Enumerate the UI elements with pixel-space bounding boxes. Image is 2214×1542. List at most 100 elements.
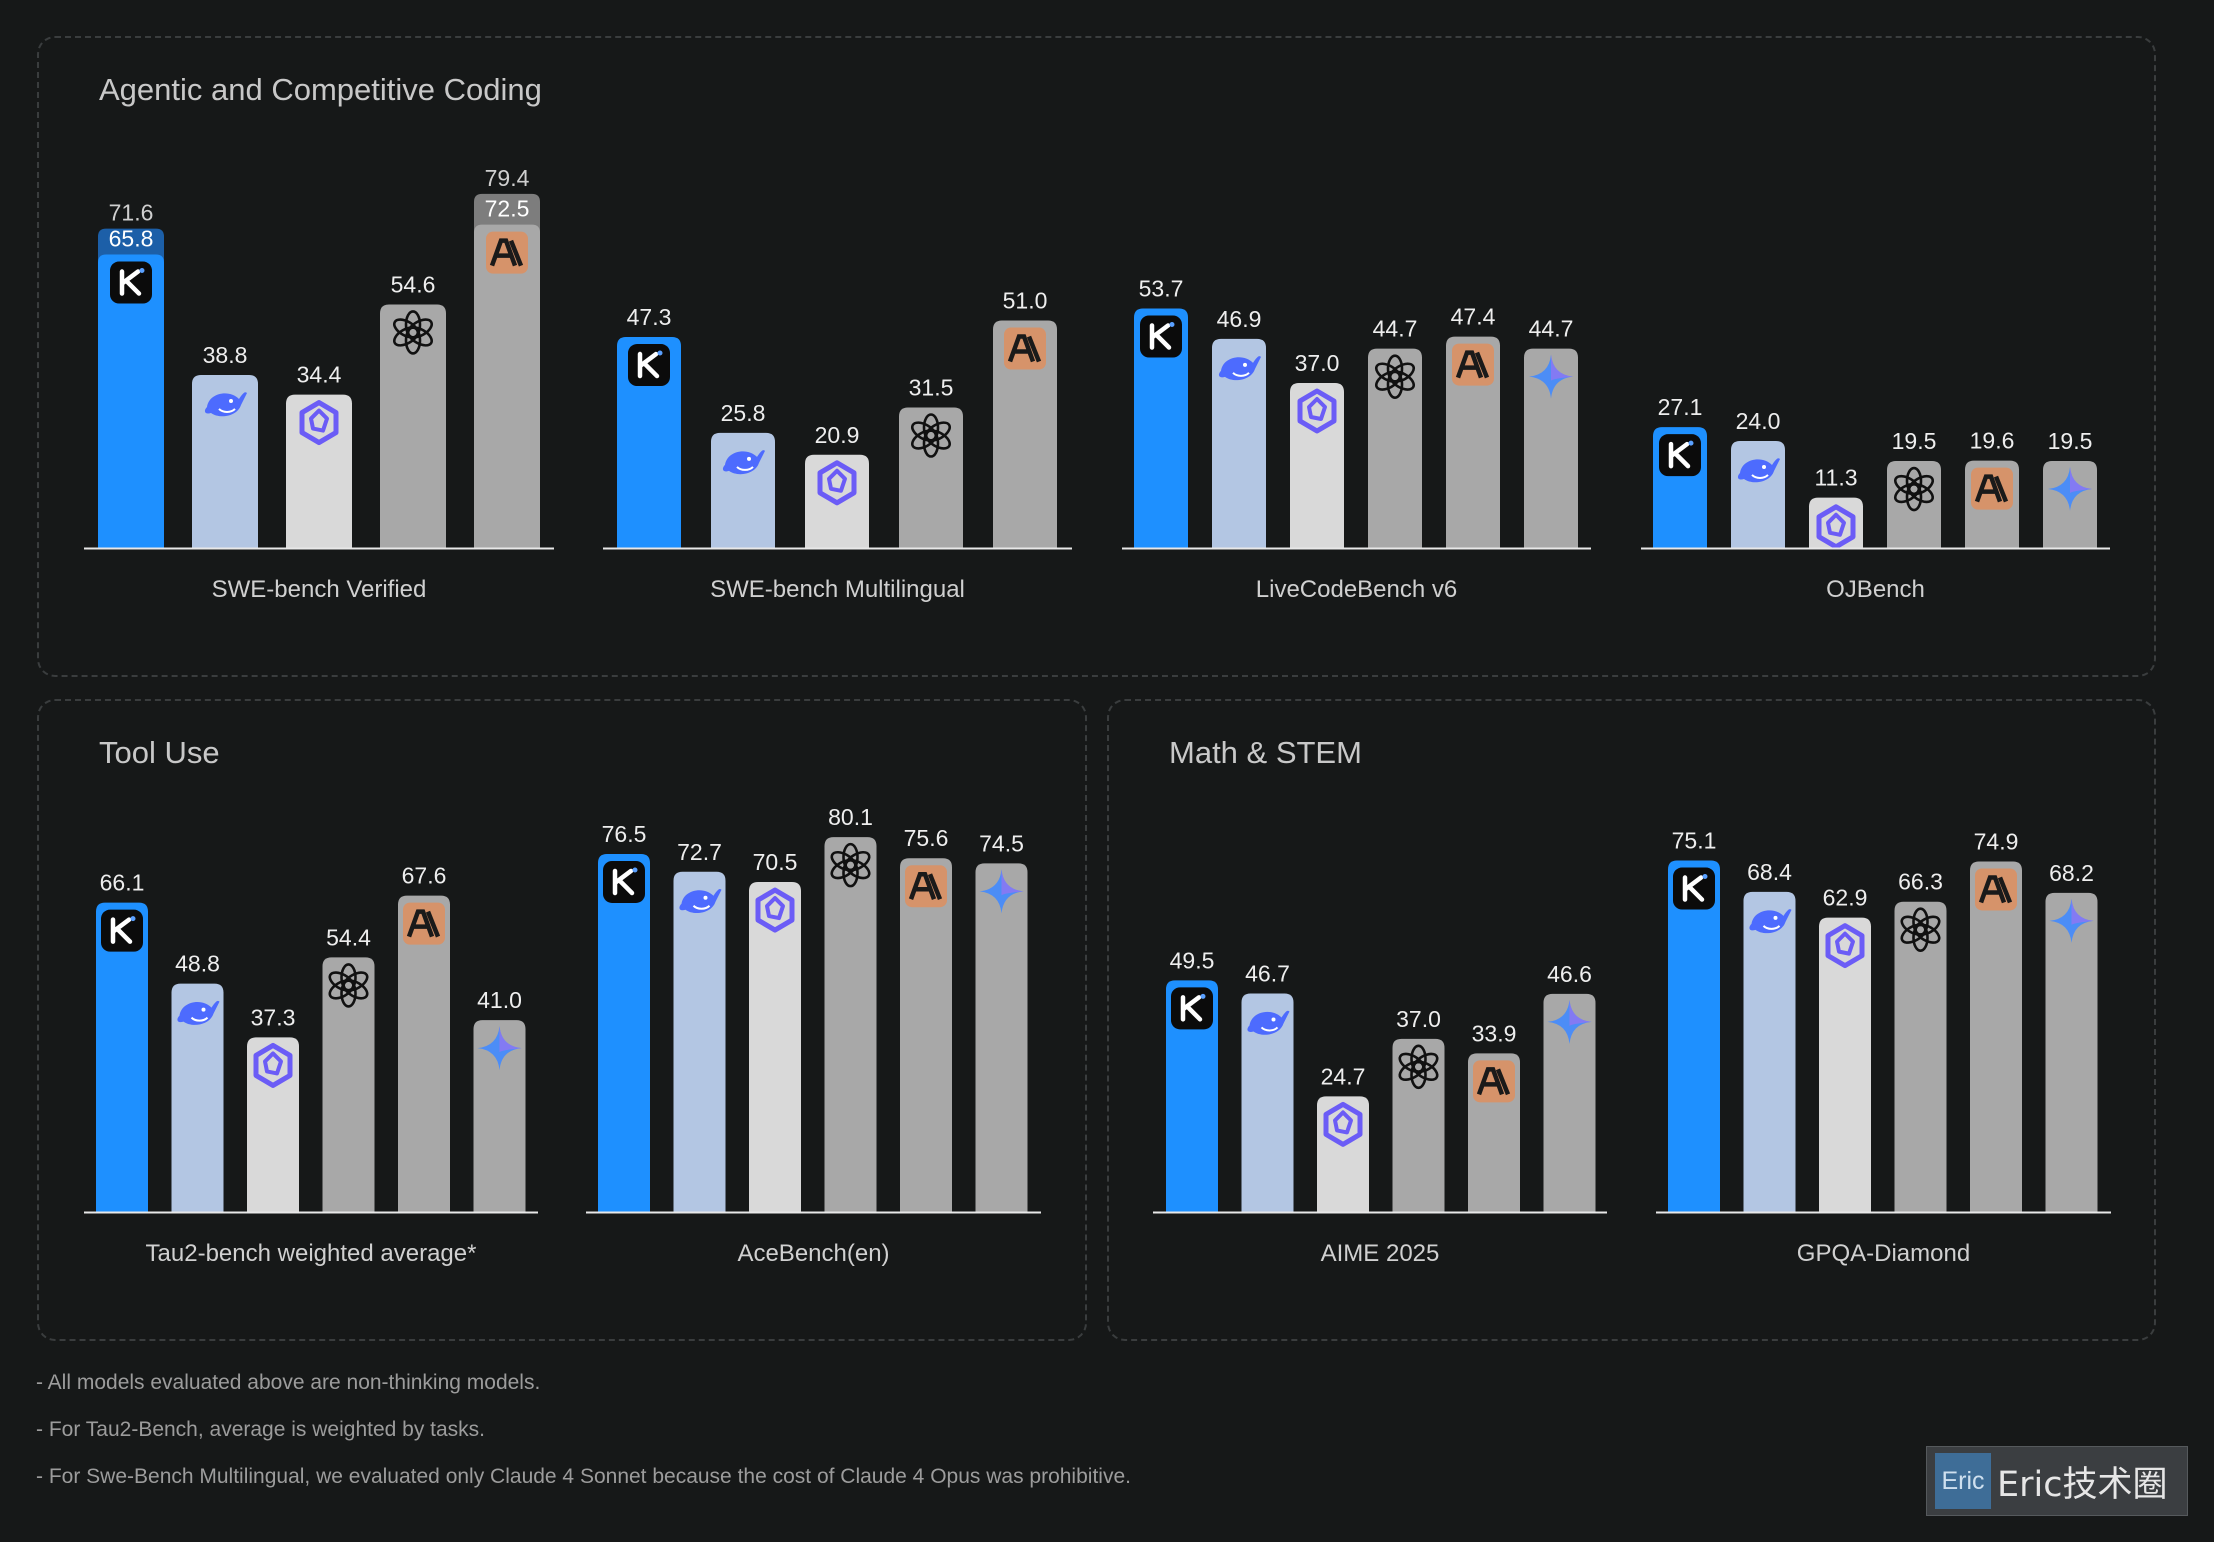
bar-deepseek: 24.0 — [1731, 408, 1785, 548]
bar-rect — [247, 1037, 299, 1212]
bar-qwen: 20.9 — [805, 422, 869, 548]
bar-openai: 31.5 — [899, 375, 963, 548]
qwen-icon — [299, 400, 339, 446]
anthropic-icon — [1975, 868, 2017, 911]
data-label: 31.5 — [909, 375, 954, 401]
qwen-icon — [253, 1042, 293, 1088]
bar-rect — [171, 983, 224, 1212]
anthropic-icon — [1452, 343, 1494, 386]
panel-title: Math & STEM — [1169, 735, 1362, 770]
data-label-stacked: 71.6 — [109, 200, 154, 226]
bar-anthropic: 33.9 — [1468, 1020, 1520, 1212]
data-label: 47.3 — [627, 304, 672, 330]
watermark-text: Eric技术圈 — [1997, 1464, 2168, 1505]
openai-icon — [1398, 1044, 1439, 1090]
data-label: 19.5 — [2048, 428, 2093, 454]
kimi-icon — [101, 909, 143, 952]
footnote-swe-multilingual: - For Swe-Bench Multilingual, we evaluat… — [36, 1465, 1131, 1488]
category-label: AIME 2025 — [1321, 1240, 1440, 1267]
data-label: 51.0 — [1003, 288, 1048, 314]
bar-rect — [617, 337, 681, 548]
bar-anthropic: 75.6 — [900, 825, 952, 1212]
bar-rect — [380, 304, 446, 548]
data-label: 24.7 — [1321, 1063, 1366, 1089]
data-label: 41.0 — [477, 987, 522, 1013]
bar-rect — [1819, 917, 1871, 1212]
data-label: 76.5 — [602, 821, 647, 847]
bar-kimi: 53.7 — [1134, 275, 1188, 548]
gemini-star-icon — [477, 1026, 522, 1071]
data-label: 24.0 — [1736, 408, 1781, 434]
chart-gpqa-diamond: 75.1 68.4 62.9 66.3 74.9 68.2 GPQA-Diamond — [1656, 828, 2111, 1267]
chart-acebench-en: 76.5 72.7 70.5 80.1 75.6 74.5 AceBench(en) — [586, 804, 1041, 1267]
data-label: 46.7 — [1245, 960, 1290, 986]
data-label: 66.3 — [1898, 869, 1943, 895]
bar-deepseek: 46.9 — [1212, 306, 1266, 548]
data-label-stacked: 79.4 — [485, 165, 530, 191]
bar-qwen: 11.3 — [1809, 465, 1863, 550]
bar-rect — [2045, 892, 2098, 1212]
data-label: 37.3 — [251, 1004, 296, 1030]
category-label: SWE-bench Multilingual — [710, 576, 965, 603]
bar-rect — [1809, 497, 1863, 548]
gemini-star-icon — [2048, 467, 2092, 512]
qwen-icon — [755, 887, 795, 933]
bar-openai: 80.1 — [824, 804, 877, 1212]
anthropic-icon — [1971, 467, 2013, 510]
kimi-icon — [1140, 315, 1182, 358]
chart-tau2-bench-weighted-average: 66.1 48.8 37.3 54.4 67.6 41.0 Tau2-bench weigh… — [84, 863, 538, 1267]
data-label: 25.8 — [721, 400, 766, 426]
bar-gemini: 41.0 — [473, 987, 526, 1212]
data-label: 54.4 — [326, 924, 371, 950]
openai-icon — [910, 413, 952, 458]
data-label: 38.8 — [203, 342, 248, 368]
data-label: 80.1 — [828, 804, 873, 830]
bar-rect — [1446, 336, 1500, 548]
deepseek-whale-icon — [1749, 909, 1792, 934]
data-label: 11.3 — [1814, 465, 1857, 491]
bar-anthropic: 19.6 — [1965, 428, 2019, 548]
gemini-star-icon — [1547, 999, 1592, 1044]
kimi-icon — [628, 344, 670, 387]
openai-icon — [328, 963, 369, 1008]
data-label: 68.2 — [2049, 860, 2094, 886]
data-label: 44.7 — [1529, 316, 1574, 342]
data-label: 54.6 — [391, 271, 436, 297]
data-label: 37.0 — [1396, 1006, 1441, 1032]
bar-rect — [900, 858, 952, 1212]
bar-rect — [1731, 440, 1785, 548]
bar-rect — [1392, 1038, 1445, 1212]
bar-openai: 54.4 — [322, 924, 375, 1212]
data-label: 66.1 — [100, 870, 145, 896]
qwen-icon — [1323, 1101, 1363, 1147]
bar-deepseek: 48.8 — [171, 951, 224, 1212]
category-label: AceBench(en) — [737, 1240, 889, 1267]
bar-rect — [711, 432, 775, 548]
anthropic-icon — [905, 865, 947, 908]
deepseek-whale-icon — [1247, 1010, 1290, 1035]
bar-rect — [993, 320, 1057, 548]
bar-rect — [1743, 891, 1796, 1212]
data-label: 27.1 — [1658, 394, 1703, 420]
bar-rect — [322, 957, 375, 1212]
bar-rect — [1317, 1096, 1369, 1212]
category-label: SWE-bench Verified — [212, 576, 427, 603]
bar-rect — [749, 882, 801, 1212]
openai-icon — [1900, 907, 1941, 953]
panel-title: Tool Use — [99, 735, 220, 770]
bar-deepseek: 68.4 — [1743, 859, 1796, 1212]
bar-deepseek: 25.8 — [711, 400, 775, 548]
bar-anthropic: 74.9 — [1970, 828, 2022, 1212]
bar-rect — [1368, 348, 1422, 548]
bar-anthropic: 47.4 — [1446, 304, 1500, 548]
data-label: 74.9 — [1974, 828, 2019, 854]
qwen-icon — [1816, 504, 1856, 550]
bar-gemini: 19.5 — [2043, 428, 2097, 548]
data-label: 70.5 — [753, 849, 798, 875]
data-label: 75.1 — [1672, 828, 1717, 854]
bar-rect — [1241, 993, 1294, 1212]
bar-rect — [1894, 901, 1947, 1212]
anthropic-icon — [1004, 327, 1046, 370]
bar-qwen: 37.3 — [247, 1004, 299, 1212]
data-label: 49.5 — [1170, 947, 1215, 973]
